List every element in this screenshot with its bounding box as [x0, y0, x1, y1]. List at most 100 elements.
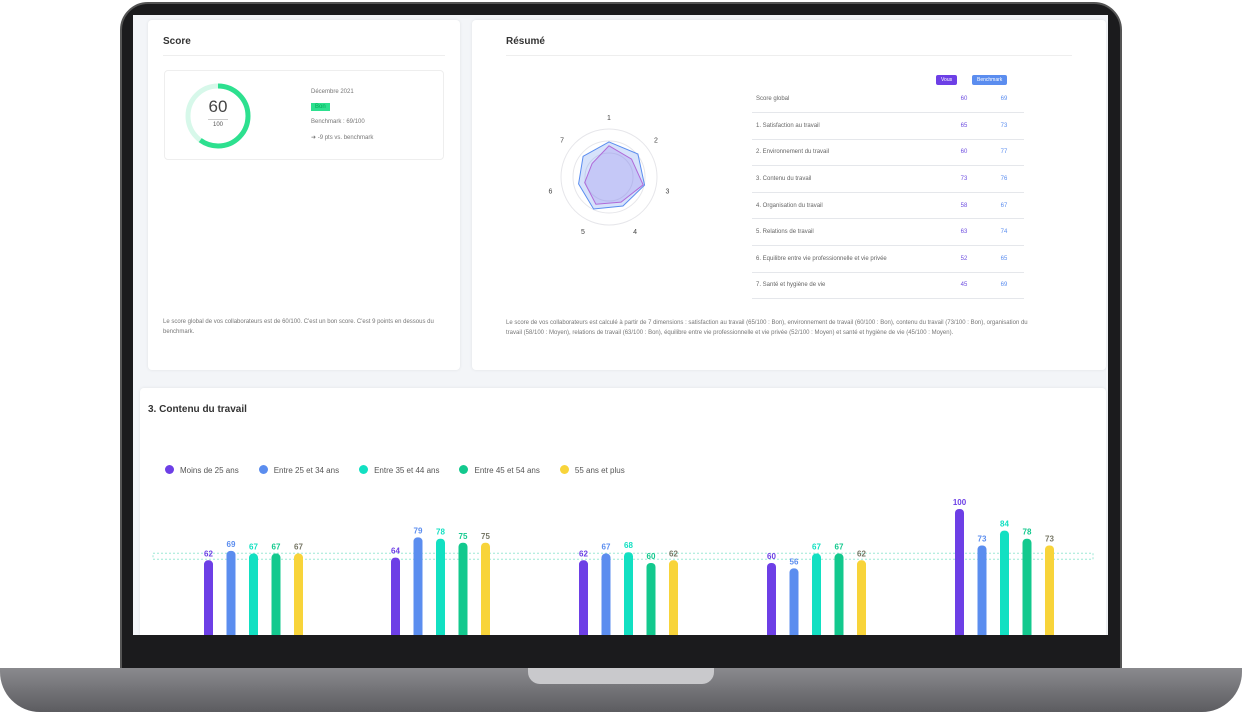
resume-row: 5. Relations de travail 63 74 — [752, 218, 1024, 247]
bar-label: 62 — [579, 549, 588, 558]
legend-item[interactable]: Moins de 25 ans — [165, 465, 239, 475]
row-vous: 58 — [944, 192, 984, 220]
bar-label: 75 — [481, 532, 490, 541]
bar-label: 79 — [414, 526, 423, 535]
score-gauge — [185, 83, 251, 149]
bar-label: 73 — [978, 534, 987, 543]
row-vous: 63 — [944, 218, 984, 247]
score-delta: ➜ -9 pts vs. benchmark — [311, 133, 373, 143]
radar-label: 5 — [581, 229, 585, 236]
bar — [271, 553, 281, 635]
laptop-notch — [528, 668, 714, 684]
benchmark-badge: Benchmark — [972, 75, 1008, 85]
bar-label: 60 — [647, 552, 656, 561]
bar-label: 100 — [953, 498, 967, 507]
bar — [1000, 530, 1009, 635]
resume-row: 2. Environnement du travail 60 77 — [752, 139, 1024, 167]
delta-text: -9 pts vs. benchmark — [317, 135, 374, 141]
chart-legend: Moins de 25 ans Entre 25 et 34 ans Entre 3… — [165, 465, 625, 475]
vous-badge: Vous — [936, 75, 958, 85]
screen: Score 60 100 Décembre 2021 Bon Benchmark… — [133, 15, 1108, 635]
legend-dot — [359, 465, 369, 474]
radar-label: 6 — [549, 188, 553, 195]
row-label: Score global — [752, 86, 944, 114]
row-label: 2. Environnement du travail — [752, 139, 944, 167]
bar — [226, 550, 236, 635]
resume-description: Le score de vos collaborateurs est calcu… — [506, 320, 1028, 336]
bar-label: 78 — [1023, 528, 1032, 537]
row-bench: 69 — [984, 272, 1024, 300]
radar-benchmark — [578, 141, 646, 210]
bar — [857, 560, 866, 635]
row-vous: 73 — [944, 165, 984, 193]
bar-label: 68 — [624, 541, 633, 550]
bar — [834, 553, 844, 635]
resume-row: 1. Satisfaction au travail 65 73 — [752, 112, 1024, 140]
score-box: 60 100 Décembre 2021 Bon Benchmark : 69/… — [164, 70, 444, 160]
row-bench: 65 — [984, 245, 1024, 273]
row-label: 3. Contenu du travail — [752, 165, 944, 193]
bar — [812, 553, 821, 635]
bar — [1045, 545, 1054, 635]
legend-item[interactable]: Entre 25 et 34 ans — [258, 465, 340, 475]
bar — [669, 560, 678, 635]
row-bench: 74 — [984, 218, 1024, 247]
bar — [436, 538, 445, 635]
legend-item[interactable]: Entre 35 et 44 ans — [359, 465, 439, 475]
bar-label: 64 — [391, 547, 400, 556]
bar-label: 62 — [857, 549, 866, 558]
row-bench: 77 — [984, 139, 1024, 167]
bar — [601, 553, 611, 635]
bar — [458, 542, 468, 635]
bar — [789, 568, 799, 635]
row-vous: 65 — [944, 112, 984, 140]
radar-label: 1 — [607, 115, 611, 122]
bar — [1022, 538, 1032, 635]
bar — [413, 537, 423, 635]
bar-label: 67 — [602, 543, 611, 552]
row-label: 4. Organisation du travail — [752, 192, 944, 220]
row-bench: 73 — [984, 112, 1024, 140]
score-badge: Bon — [311, 103, 330, 111]
row-vous: 52 — [944, 245, 984, 273]
score-benchmark: Benchmark : 69/100 — [311, 119, 365, 125]
row-bench: 69 — [984, 86, 1024, 114]
radar-vous — [584, 145, 644, 205]
bar — [294, 553, 303, 635]
bar — [624, 552, 633, 635]
score-title: Score — [163, 36, 445, 56]
legend-item[interactable]: 55 ans et plus — [559, 465, 625, 475]
resume-row: 4. Organisation du travail 58 67 — [752, 192, 1024, 220]
bar-label: 69 — [227, 540, 236, 549]
bar-label: 67 — [812, 543, 821, 552]
bar — [955, 509, 964, 635]
reference-line — [152, 552, 1094, 560]
bar — [579, 560, 588, 635]
legend-label: Entre 25 et 34 ans — [273, 466, 340, 475]
radar-label: 4 — [633, 229, 637, 236]
row-vous: 60 — [944, 139, 984, 167]
bar-label: 60 — [767, 552, 776, 561]
bar-label: 67 — [249, 543, 258, 552]
legend-dot — [559, 465, 569, 474]
row-label: 1. Satisfaction au travail — [752, 112, 944, 140]
resume-row: 7. Santé et hygiène de vie 45 69 — [752, 272, 1024, 300]
bar — [391, 557, 400, 635]
legend-label: 55 ans et plus — [574, 466, 625, 475]
bar — [481, 542, 490, 635]
row-bench: 67 — [984, 192, 1024, 220]
resume-title: Résumé — [506, 36, 1072, 56]
legend-label: Entre 45 et 54 ans — [474, 466, 540, 475]
bar-label: 75 — [459, 532, 468, 541]
resume-row: Score global 60 69 — [752, 86, 1024, 114]
bar-label: 73 — [1045, 534, 1054, 543]
score-period: Décembre 2021 — [311, 89, 354, 95]
bar-label: 84 — [1000, 520, 1009, 529]
radar-label: 2 — [654, 138, 658, 145]
resume-row: 3. Contenu du travail 73 76 — [752, 165, 1024, 193]
legend-label: Moins de 25 ans — [180, 466, 239, 475]
legend-item[interactable]: Entre 45 et 54 ans — [459, 465, 540, 475]
radar-ring — [560, 128, 658, 226]
radar-label: 3 — [666, 188, 670, 195]
